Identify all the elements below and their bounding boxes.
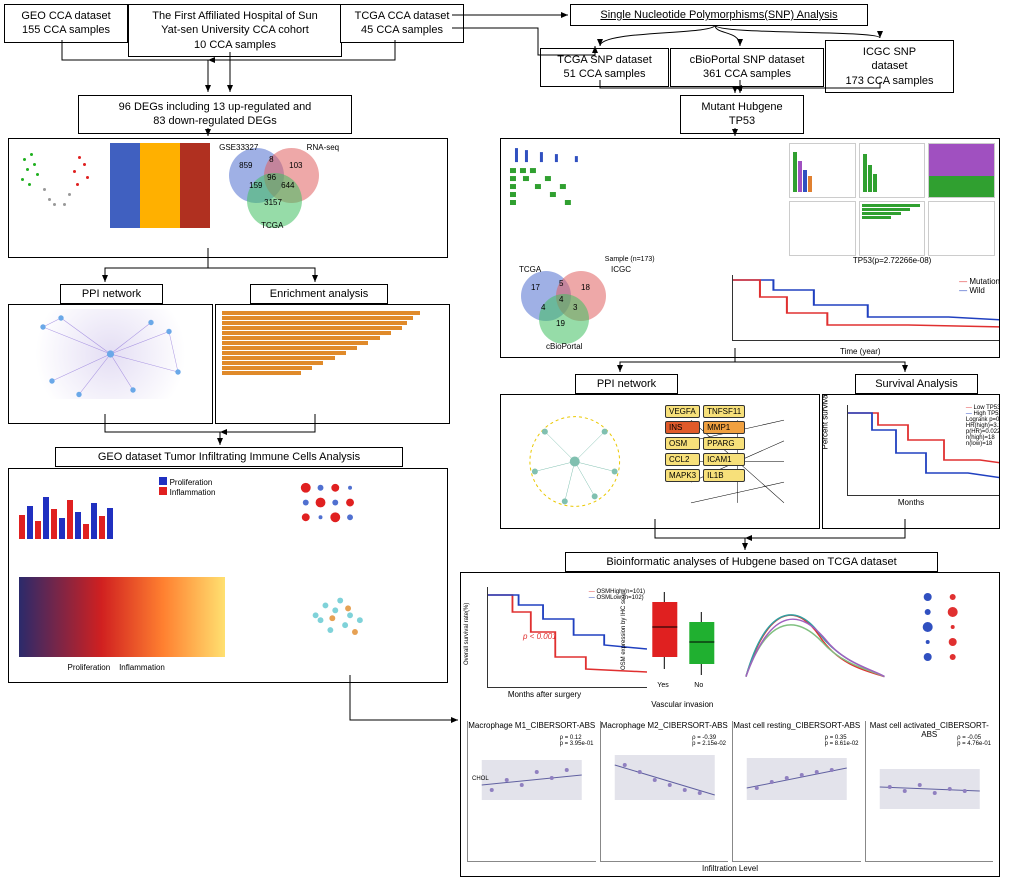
bioinf-title: Bioinformatic analyses of Hubgene based … [565,552,938,572]
heat-subpanel: Proliferation Inflammation [13,571,219,669]
gene-mapk3: MAPK3 [665,469,700,482]
summary-plots: TP53(p=2.72266e-08) [789,143,995,269]
text: TP53 [687,114,797,128]
geo-immune-title: GEO dataset Tumor Infiltrating Immune Ce… [55,447,403,467]
label: RNA-seq [307,143,339,152]
gene-pparg: PPARG [703,437,745,450]
venn-2: TCGA ICGC cBioPortal 17 5 18 4 4 3 19 [505,269,711,349]
scatter-subpanel [237,571,443,669]
text: 83 down-regulated DEGs [85,114,345,128]
text: Single Nucleotide Polymorphisms(SNP) Ana… [600,9,837,21]
surv-title: Survival Analysis [855,374,978,394]
enrich-title: Enrichment analysis [250,284,388,304]
enrich-panel [215,304,450,424]
label: GSE33327 [219,143,258,152]
boxplot: Yes No Vascular invasion OSM expression … [624,577,741,719]
bioinf-panel: — OSMHigh (n=101) — OSMLow (n=102) p < 0… [460,572,1000,877]
degs-panel: GSE33327 RNA-seq TCGA 859 8 103 159 96 6… [8,138,448,258]
val: 859 [239,161,252,170]
svg-text:Sample (n=173): Sample (n=173) [605,256,655,263]
gene-ccl2: CCL2 [665,453,700,466]
tcga-box: TCGA CCA dataset 45 CCA samples [340,4,464,43]
text: 10 CCA samples [135,38,335,52]
tp53-pval: TP53(p=2.72266e-08) [789,256,995,265]
heatmap [110,143,210,228]
cbio-snp-box: cBioPortal SNP dataset 361 CCA samples [670,48,824,87]
scatter-m2: Macrophage M2_CIBERSORT-ABS ρ = -0.39p =… [600,721,729,863]
sysu-box: The First Affiliated Hospital of Sun Yat… [128,4,342,57]
gene-vegfa: VEGFA [665,405,700,418]
text: dataset [832,59,947,73]
ppi2-title: PPI network [575,374,678,394]
text: 51 CCA samples [547,67,662,81]
val: 159 [249,181,262,190]
tcga-snp-box: TCGA SNP dataset 51 CCA samples [540,48,669,87]
svg-text:No: No [694,682,703,689]
bars-subpanel: Proliferation Inflammation [13,473,219,571]
text: The First Affiliated Hospital of Sun [135,9,335,23]
gene-ins: INS [665,421,700,434]
text: 155 CCA samples [11,23,121,37]
scatter-ma: Mast cell activated_CIBERSORT-ABS ρ = -0… [865,721,994,863]
mutant-box: Mutant Hubgene TP53 [680,95,804,134]
gene-mmp1: MMP1 [703,421,745,434]
gene-grid: VEGFATNFSF11INSMMP1OSMPPARGCCL2ICAM1MAPK… [660,399,815,524]
dotplot [900,577,995,719]
text: GEO CCA dataset [11,9,121,23]
text: cBioPortal SNP dataset [677,53,817,67]
volcano-plot [13,143,103,228]
text: TCGA CCA dataset [347,9,457,23]
surv1: — Mutation — Wild Time (year) [726,269,996,349]
geo-immune-panel: Proliferation Inflammation Proliferation… [8,468,448,683]
ppi-panel [8,304,213,424]
surv-panel: — Low TP53 TPM — High TP53 TPM Logrank p… [822,394,1000,529]
text: 96 DEGs including 13 up-regulated and [85,100,345,114]
val: 644 [281,181,294,190]
scatter-mr: Mast cell resting_CIBERSORT-ABS ρ = 0.35… [732,721,861,863]
venn-1: GSE33327 RNA-seq TCGA 859 8 103 159 96 6… [219,143,339,228]
ppi2-circle [505,399,645,524]
val: 3157 [264,198,282,207]
text: Yat-sen University CCA cohort [135,23,335,37]
corr-matrix [237,473,443,571]
text: TCGA SNP dataset [547,53,662,67]
geo-box: GEO CCA dataset 155 CCA samples [4,4,128,43]
mutant-panel: Sample (n=173) [500,138,1000,358]
ppi2-panel: VEGFATNFSF11INSMMP1OSMPPARGCCL2ICAM1MAPK… [500,394,820,529]
density [741,577,889,719]
svg-text:Yes: Yes [657,682,669,689]
gene-icam1: ICAM1 [703,453,745,466]
text: 173 CCA samples [832,74,947,88]
label: TCGA [261,221,283,230]
scatter-m1: Macrophage M1_CIBERSORT-ABS ρ = 0.12p = … [467,721,596,863]
text: ICGC SNP [832,45,947,59]
icgc-snp-box: ICGC SNP dataset 173 CCA samples [825,40,954,93]
text: 361 CCA samples [677,67,817,81]
val: 103 [289,161,302,170]
text: 45 CCA samples [347,23,457,37]
enrichment-bars [220,309,449,403]
degs-box: 96 DEGs including 13 up-regulated and 83… [78,95,352,134]
gene-il1b: IL1B [703,469,745,482]
oncoprint: Sample (n=173) [505,143,775,269]
text: Mutant Hubgene [687,100,797,114]
ppi-title: PPI network [60,284,163,304]
val: 8 [269,155,273,164]
gene-osm: OSM [665,437,700,450]
val: 96 [267,173,276,182]
snp-title: Single Nucleotide Polymorphisms(SNP) Ana… [570,4,868,26]
ppi-network-graphic [13,309,208,399]
gene-tnfsf11: TNFSF11 [703,405,745,418]
osm-surv: — OSMHigh (n=101) — OSMLow (n=102) p < 0… [465,577,624,719]
